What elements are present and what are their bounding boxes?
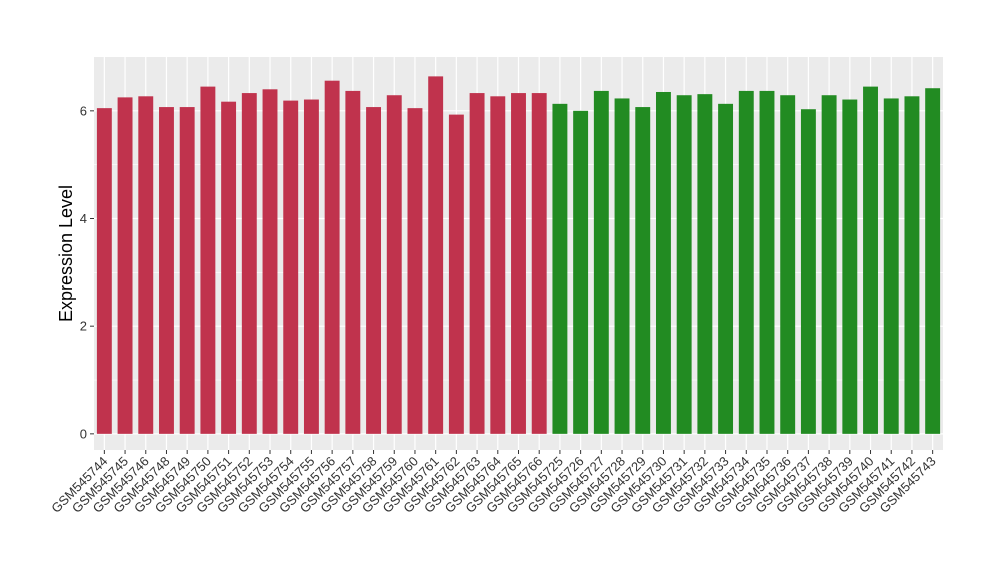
bar-GSM545736 [780, 95, 796, 434]
bar-GSM545757 [345, 90, 361, 434]
bar-GSM545731 [676, 95, 692, 434]
bar-GSM545749 [179, 107, 195, 434]
bar-GSM545754 [283, 100, 299, 434]
bar-GSM545727 [593, 90, 609, 434]
bar-GSM545753 [262, 89, 278, 434]
y-tick-label: 2 [80, 319, 87, 334]
y-tick-label: 0 [80, 426, 87, 441]
bar-GSM545730 [655, 91, 671, 434]
bar-GSM545763 [469, 93, 485, 434]
bar-GSM545765 [511, 93, 526, 434]
bar-GSM545760 [407, 108, 423, 434]
y-tick-label: 4 [80, 211, 87, 226]
x-axis: GSM545744GSM545745GSM545746GSM545748GSM5… [48, 450, 939, 516]
bar-GSM545741 [883, 98, 899, 434]
bar-GSM545764 [490, 96, 506, 434]
bar-GSM545743 [925, 88, 941, 434]
bar-GSM545739 [842, 99, 858, 434]
bar-layer [96, 76, 941, 434]
bar-GSM545752 [241, 93, 257, 434]
bar-GSM545742 [904, 96, 920, 434]
bar-GSM545762 [448, 114, 464, 434]
bar-GSM545750 [200, 86, 216, 434]
bar-GSM545740 [863, 86, 878, 434]
y-tick-label: 6 [80, 103, 87, 118]
bar-GSM545726 [573, 110, 589, 434]
bar-GSM545732 [697, 94, 713, 434]
bar-GSM545728 [614, 98, 630, 434]
bar-GSM545758 [366, 107, 382, 434]
bar-GSM545751 [221, 101, 237, 434]
bar-GSM545759 [386, 95, 402, 434]
bar-GSM545734 [738, 90, 754, 434]
bar-GSM545737 [800, 109, 816, 434]
y-axis: 0 2 4 6 [80, 103, 94, 441]
bar-GSM545733 [718, 103, 734, 434]
bar-GSM545745 [117, 97, 133, 434]
bar-GSM545729 [635, 107, 651, 434]
bar-GSM545744 [96, 108, 112, 434]
bar-GSM545735 [759, 90, 775, 434]
y-axis-title: Expression Level [56, 185, 76, 322]
bar-GSM545738 [821, 95, 837, 434]
bar-GSM545725 [552, 103, 568, 434]
bar-GSM545748 [159, 107, 174, 434]
bar-GSM545756 [324, 80, 340, 434]
bar-GSM545755 [303, 99, 319, 434]
bar-GSM545766 [531, 93, 547, 434]
bar-GSM545761 [428, 76, 444, 434]
bar-GSM545746 [138, 96, 154, 434]
